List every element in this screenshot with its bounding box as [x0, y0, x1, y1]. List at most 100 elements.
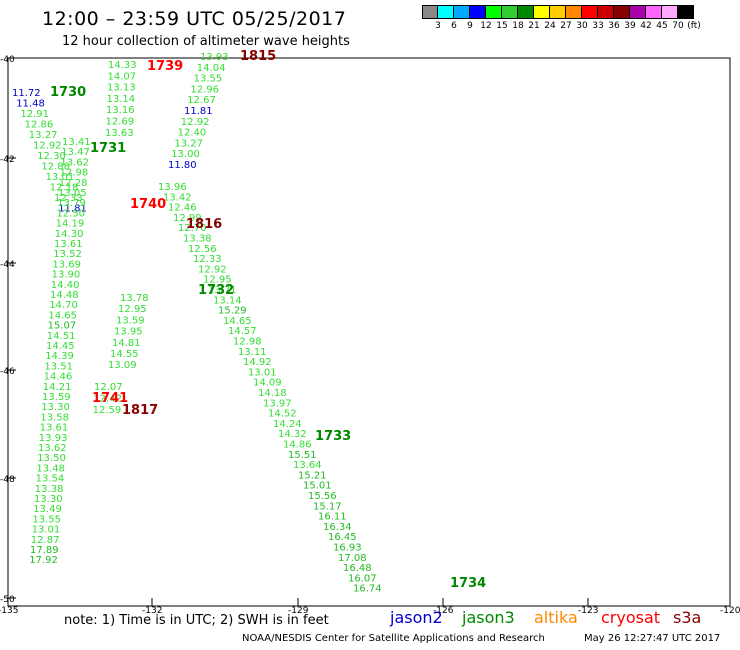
track-time-labels: 1730 1731 1732 1733 1734 1739 1740 1741 1815 1816…: [50, 49, 486, 591]
legend-swatch: [486, 5, 502, 19]
wave-height-value: 13.48: [36, 463, 65, 474]
wave-height-value: 13.95: [114, 327, 143, 338]
footer-timestamp: May 26 12:27:47 UTC 2017: [584, 633, 721, 644]
wave-height-value: 12.18: [50, 183, 79, 194]
legend-label: 24: [544, 21, 556, 31]
wave-height-value: 13.55: [32, 514, 61, 525]
wave-height-value: 12.99: [173, 213, 202, 224]
wave-height-value: 12.86: [25, 120, 54, 131]
wave-height-value: 12.98: [60, 168, 89, 179]
legend-swatch: [598, 5, 614, 19]
wave-height-value: 14.48: [50, 290, 79, 301]
wave-height-value: 13.01: [248, 367, 277, 378]
wave-height-value: 12.91: [20, 109, 49, 120]
wave-height-value: 17.89: [30, 545, 59, 556]
wave-height-value: 12.70: [178, 223, 207, 234]
wave-height-value: 14.55: [110, 349, 139, 360]
legend-label: 39: [624, 21, 636, 31]
wave-height-value: 13.41: [62, 137, 91, 148]
wave-height-value: 14.65: [48, 310, 77, 321]
legend-swatch: [630, 5, 646, 19]
wave-height-value: 12.69: [106, 117, 135, 128]
legend-label: 36: [608, 21, 620, 31]
legend-label: 33: [592, 21, 604, 31]
wave-height-value: 12.95: [203, 275, 232, 286]
map-subtitle: 12 hour collection of altimeter wave hei…: [62, 34, 350, 49]
track-time-label: 1741: [92, 391, 128, 406]
legend-swatch: [502, 5, 518, 19]
wave-height-value: 13.11: [238, 347, 267, 358]
lat-tick-label: -40: [0, 55, 15, 65]
wave-height-value: 14.21: [43, 382, 72, 393]
wave-height-value: 13.62: [60, 157, 89, 168]
lon-tick-label: -126: [433, 606, 454, 616]
lon-tick-label: -120: [720, 606, 740, 616]
legend-label: 6: [451, 21, 457, 31]
wave-height-value: 14.86: [283, 440, 312, 451]
wave-height-value: 14.19: [56, 219, 85, 230]
legend-label: 30: [576, 21, 588, 31]
legend-label: 70: [672, 21, 684, 31]
wave-height-value: 12.92: [198, 264, 227, 275]
wave-height-value: 13.38: [35, 484, 64, 495]
wave-height-value: 12.07: [94, 382, 123, 393]
lat-tick-label: -50: [0, 595, 15, 605]
legend-swatches: [422, 5, 740, 19]
wave-height-value: 12.28: [59, 178, 88, 189]
wave-height-value: 11.81: [184, 106, 213, 117]
map-title: 12:00 – 23:59 UTC 05/25/2017: [42, 8, 347, 30]
track-time-label: 1739: [147, 59, 183, 74]
wave-height-value: 13.64: [293, 460, 322, 471]
wave-height-value: 14.04: [197, 63, 226, 74]
lat-tick-label: -44: [0, 260, 15, 270]
wave-height-value: 12.40: [178, 128, 207, 139]
wave-height-value: 14.40: [51, 280, 80, 291]
wave-height-value: 14.24: [273, 419, 302, 430]
wave-height-value: 17.92: [29, 555, 58, 566]
wave-height-points: 11.7211.4812.9112.8613.2712.9212.3012.88…: [12, 52, 382, 595]
wave-height-value: 13.93: [39, 433, 68, 444]
wave-height-value: 12.92: [33, 141, 62, 152]
legend-swatch: [454, 5, 470, 19]
wave-height-value: 13.63: [105, 128, 134, 139]
wave-height-value: 13.49: [33, 504, 62, 515]
wave-height-value: 13.79: [57, 198, 86, 209]
lon-tick-label: -132: [142, 606, 162, 616]
satellite-name: jason2: [390, 608, 443, 627]
wave-height-value: 12.87: [31, 535, 60, 546]
wave-height-value: 13.54: [36, 474, 65, 485]
wave-height-value: 11.80: [168, 160, 197, 171]
wave-height-value: 13.00: [171, 149, 200, 160]
wave-height-value: 15.01: [303, 481, 332, 492]
legend-label: 12: [480, 21, 492, 31]
wave-height-value: 15.29: [218, 306, 247, 317]
wave-height-value: 13.69: [52, 259, 81, 270]
wave-height-value: 14.57: [228, 326, 257, 337]
wave-height-value: 14.51: [47, 331, 76, 342]
satellite-name: cryosat: [601, 608, 661, 627]
legend-swatch: [678, 5, 694, 19]
track-time-label: 1815: [240, 49, 276, 64]
wave-height-value: 13.16: [106, 105, 135, 116]
wave-height-value: 13.96: [158, 182, 187, 193]
wave-height-value: 14.07: [108, 71, 137, 82]
wave-height-value: 13.42: [163, 192, 192, 203]
legend-swatch: [646, 5, 662, 19]
legend-label: 42: [640, 21, 652, 31]
wave-height-value: 12.92: [181, 117, 210, 128]
wave-height-value: 16.07: [348, 573, 377, 584]
wave-height-value: 15.17: [313, 501, 342, 512]
lat-tick-label: -48: [0, 475, 15, 485]
wave-height-value: 12.96: [190, 84, 219, 95]
legend-swatch: [550, 5, 566, 19]
wave-height-value: 16.74: [353, 584, 382, 595]
wave-height-value: 13.38: [183, 234, 212, 245]
track-time-label: 1817: [122, 403, 158, 418]
wave-height-value: 13.61: [54, 239, 83, 250]
wave-height-value: 11.81: [58, 204, 87, 215]
wave-height-value: 13.59: [116, 315, 145, 326]
wave-height-value: 13.01: [46, 172, 75, 183]
wave-height-value: 13.05: [58, 188, 87, 199]
legend-swatch: [470, 5, 486, 19]
wave-height-value: 14.46: [44, 372, 73, 383]
